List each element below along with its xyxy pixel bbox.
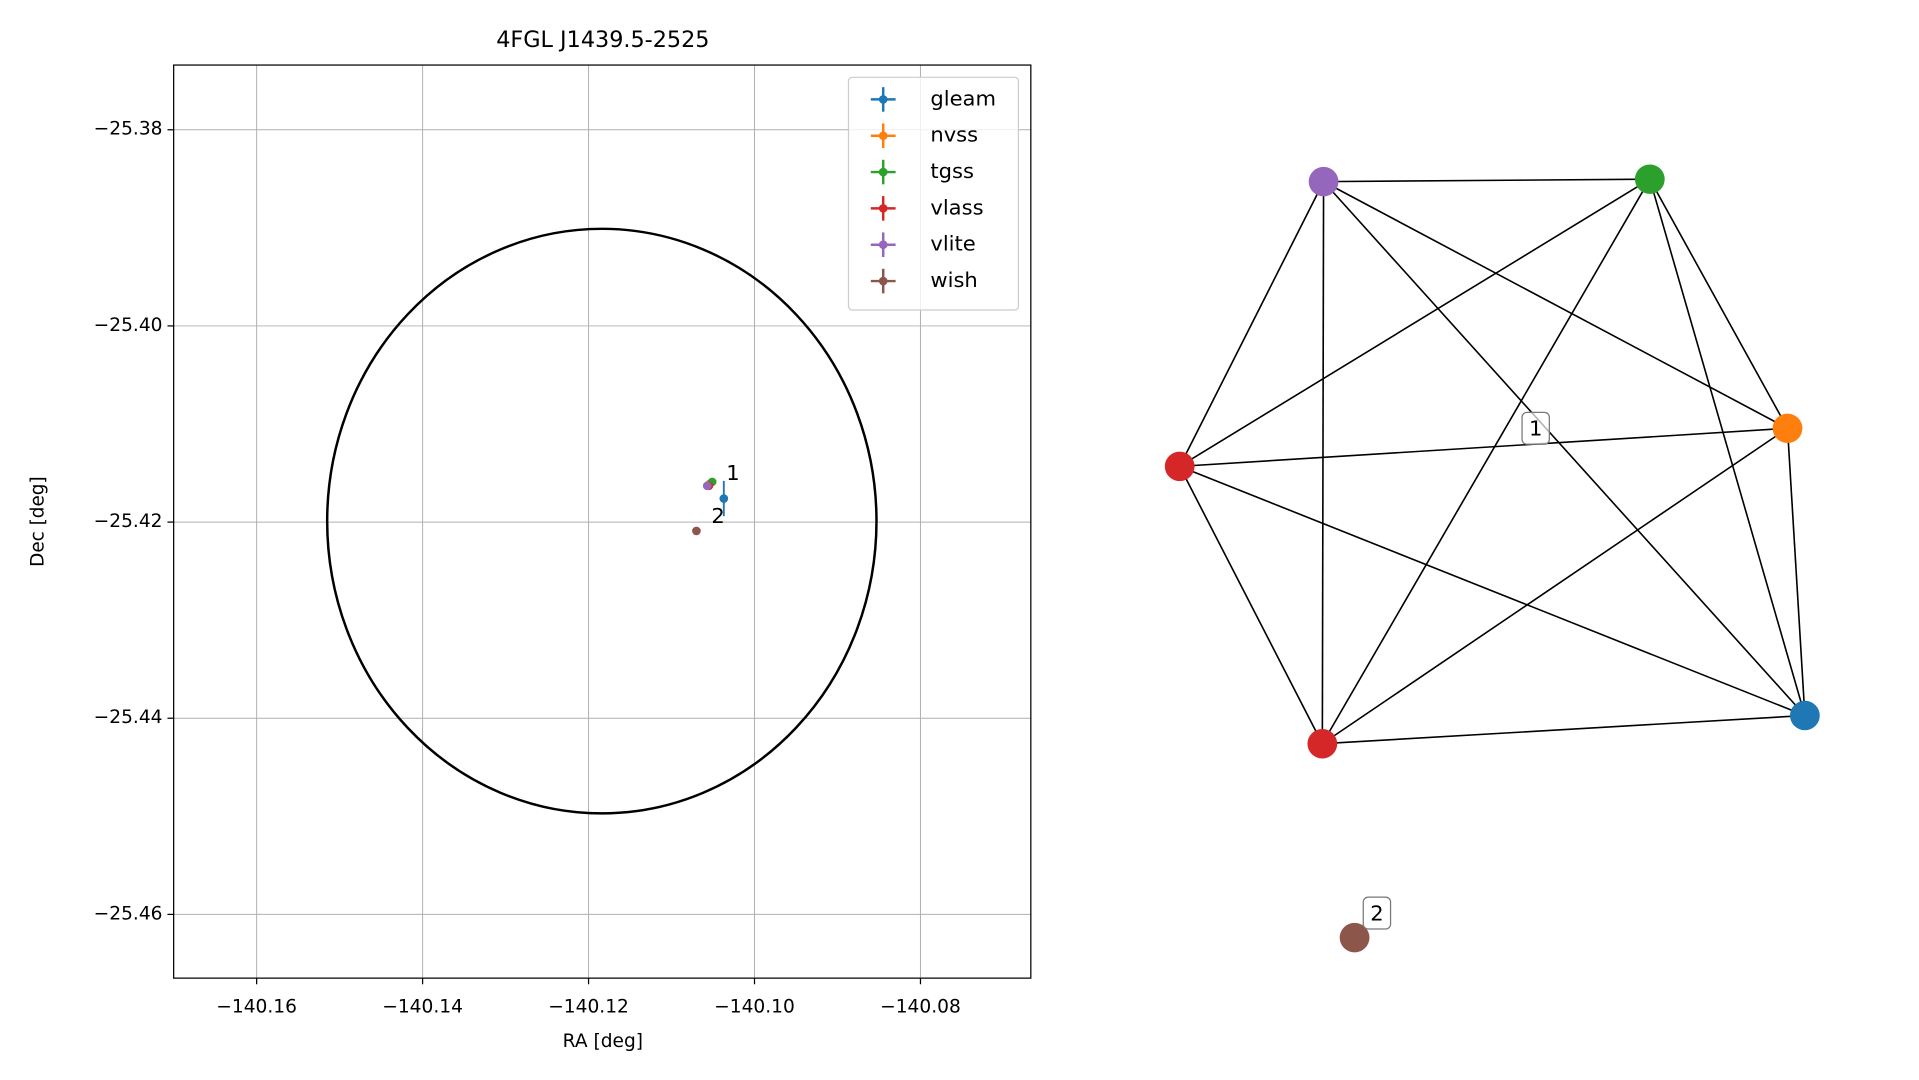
label-box (1362, 896, 1392, 930)
chart-title: 4FGL J1439.5-2525 (496, 27, 709, 53)
node-label: 2 (1370, 901, 1383, 925)
point (719, 494, 729, 503)
legend-marker (878, 204, 888, 213)
search-circle (325, 227, 878, 815)
legend-marker (878, 276, 888, 286)
y-tick-label: −25.44 (94, 707, 163, 728)
edge (1179, 427, 1788, 468)
x-tick-label: −140.10 (714, 997, 795, 1018)
annotation: 2 (711, 504, 724, 528)
x-axis-label: RA [deg] (563, 1031, 643, 1052)
annotation: 1 (726, 461, 739, 485)
node (1634, 164, 1665, 194)
edge (1322, 714, 1805, 745)
node (1789, 700, 1820, 731)
node (1772, 413, 1803, 444)
node (1308, 166, 1339, 197)
legend-marker (878, 95, 888, 104)
legend-label: vlite (930, 232, 975, 256)
y-axis-label: Dec [deg] (27, 476, 48, 566)
edge (1323, 178, 1650, 183)
node (1307, 729, 1338, 759)
edge (1786, 428, 1806, 716)
edge (1321, 427, 1788, 745)
edge (1178, 466, 1324, 745)
node (1164, 451, 1195, 482)
y-tick-label: −25.38 (94, 119, 163, 140)
label-box (1521, 411, 1550, 445)
x-tick-label: −140.12 (548, 997, 629, 1018)
x-tick-label: −140.14 (382, 997, 463, 1018)
edge (1322, 181, 1806, 717)
legend-label: wish (930, 268, 977, 292)
edge (1178, 181, 1325, 467)
legend-label: vlass (930, 195, 983, 219)
legend-marker (878, 131, 888, 141)
legend-marker (878, 167, 888, 177)
legend-label: gleam (930, 86, 996, 110)
node-label: 1 (1529, 417, 1542, 441)
y-tick-label: −25.42 (94, 511, 163, 532)
edge (1649, 178, 1789, 429)
point (702, 481, 712, 491)
y-tick-label: −25.46 (94, 903, 163, 924)
edge (1649, 178, 1806, 716)
legend-marker (878, 240, 888, 250)
node (1339, 922, 1370, 953)
y-tick-label: −25.40 (94, 315, 163, 336)
point (692, 526, 701, 536)
legend-label: tgss (930, 159, 974, 183)
x-tick-label: −140.16 (216, 997, 297, 1018)
edge (1321, 181, 1325, 744)
legend-label: nvss (930, 123, 978, 147)
edge (1321, 178, 1651, 745)
edge (1179, 465, 1806, 717)
edge (1179, 178, 1651, 468)
x-tick-label: −140.08 (880, 997, 961, 1018)
plot-frame (173, 64, 1032, 979)
